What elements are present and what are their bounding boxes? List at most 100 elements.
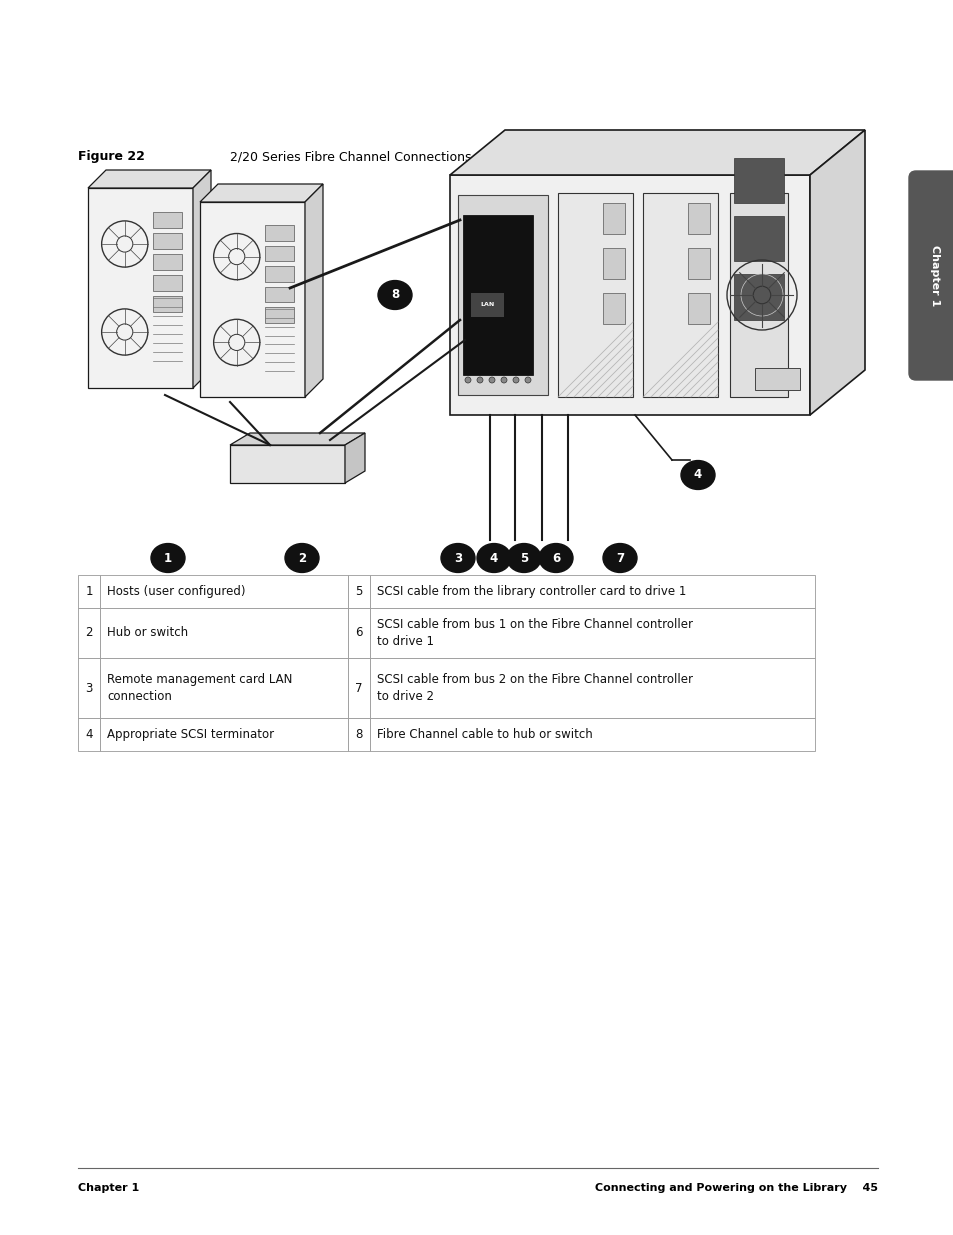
- Bar: [687, 248, 710, 279]
- Bar: [265, 287, 294, 303]
- Bar: [729, 193, 787, 396]
- Bar: [642, 193, 718, 396]
- Bar: [78, 658, 100, 718]
- Text: Connecting and Powering on the Library    45: Connecting and Powering on the Library 4…: [595, 1183, 877, 1193]
- Text: 3: 3: [85, 682, 92, 694]
- Ellipse shape: [680, 461, 714, 489]
- Circle shape: [513, 377, 518, 383]
- Text: 4: 4: [489, 552, 497, 564]
- Text: 6: 6: [551, 552, 559, 564]
- Text: 2: 2: [85, 626, 92, 640]
- Polygon shape: [305, 184, 323, 396]
- Text: LAN: LAN: [480, 303, 495, 308]
- Circle shape: [500, 377, 506, 383]
- Bar: [602, 204, 625, 233]
- Text: Chapter 1: Chapter 1: [929, 245, 939, 306]
- Bar: [370, 576, 814, 608]
- Bar: [754, 368, 800, 390]
- Polygon shape: [193, 170, 211, 388]
- Bar: [687, 204, 710, 233]
- Bar: [450, 175, 809, 415]
- Text: Hosts (user configured): Hosts (user configured): [107, 585, 245, 598]
- Polygon shape: [450, 130, 864, 175]
- Bar: [733, 216, 783, 262]
- Ellipse shape: [377, 280, 412, 310]
- Text: 7: 7: [355, 682, 362, 694]
- Circle shape: [524, 377, 531, 383]
- Polygon shape: [809, 130, 864, 415]
- Bar: [457, 195, 547, 395]
- Bar: [230, 445, 345, 483]
- Bar: [265, 308, 294, 322]
- Text: 8: 8: [355, 727, 362, 741]
- Text: 7: 7: [616, 552, 623, 564]
- Text: 8: 8: [391, 289, 398, 301]
- Text: SCSI cable from the library controller card to drive 1: SCSI cable from the library controller c…: [376, 585, 685, 598]
- Bar: [370, 658, 814, 718]
- Bar: [265, 267, 294, 282]
- Bar: [265, 246, 294, 262]
- Bar: [558, 193, 633, 396]
- Text: Hub or switch: Hub or switch: [107, 626, 188, 640]
- Ellipse shape: [602, 543, 637, 573]
- Text: 5: 5: [519, 552, 528, 564]
- Bar: [733, 274, 783, 320]
- Text: 1: 1: [85, 585, 92, 598]
- Text: 6: 6: [355, 626, 362, 640]
- Bar: [602, 248, 625, 279]
- Bar: [733, 158, 783, 203]
- Bar: [265, 226, 294, 241]
- Bar: [348, 576, 370, 608]
- Bar: [602, 293, 625, 324]
- Bar: [78, 608, 100, 658]
- FancyBboxPatch shape: [908, 170, 953, 380]
- Polygon shape: [230, 433, 365, 445]
- Bar: [100, 608, 348, 658]
- Text: 2/20 Series Fibre Channel Connections: 2/20 Series Fibre Channel Connections: [230, 149, 471, 163]
- Bar: [462, 215, 533, 375]
- Ellipse shape: [538, 543, 573, 573]
- Circle shape: [464, 377, 471, 383]
- Ellipse shape: [285, 543, 318, 573]
- Bar: [370, 718, 814, 751]
- Bar: [152, 275, 182, 291]
- Bar: [348, 718, 370, 751]
- Text: Appropriate SCSI terminator: Appropriate SCSI terminator: [107, 727, 274, 741]
- Text: 4: 4: [85, 727, 92, 741]
- Bar: [100, 718, 348, 751]
- Text: Figure 22: Figure 22: [78, 149, 145, 163]
- Bar: [152, 233, 182, 249]
- Polygon shape: [345, 433, 365, 483]
- Text: Chapter 1: Chapter 1: [78, 1183, 139, 1193]
- Polygon shape: [88, 170, 211, 188]
- Bar: [687, 293, 710, 324]
- Polygon shape: [200, 184, 323, 203]
- Text: Remote management card LAN
connection: Remote management card LAN connection: [107, 673, 292, 703]
- Bar: [348, 608, 370, 658]
- Ellipse shape: [476, 543, 511, 573]
- Ellipse shape: [440, 543, 475, 573]
- Bar: [200, 203, 305, 396]
- Text: 5: 5: [355, 585, 362, 598]
- Text: 1: 1: [164, 552, 172, 564]
- Circle shape: [476, 377, 482, 383]
- Bar: [370, 608, 814, 658]
- Text: SCSI cable from bus 2 on the Fibre Channel controller
to drive 2: SCSI cable from bus 2 on the Fibre Chann…: [376, 673, 692, 703]
- Bar: [348, 658, 370, 718]
- Bar: [152, 254, 182, 270]
- Bar: [152, 296, 182, 312]
- Text: Fibre Channel cable to hub or switch: Fibre Channel cable to hub or switch: [376, 727, 592, 741]
- Text: 3: 3: [454, 552, 461, 564]
- Text: 2: 2: [297, 552, 306, 564]
- Bar: [78, 576, 100, 608]
- Bar: [78, 718, 100, 751]
- Bar: [100, 576, 348, 608]
- Bar: [100, 658, 348, 718]
- Ellipse shape: [151, 543, 185, 573]
- Bar: [152, 212, 182, 228]
- Bar: [88, 188, 193, 388]
- Text: 4: 4: [693, 468, 701, 482]
- Circle shape: [489, 377, 495, 383]
- Ellipse shape: [506, 543, 540, 573]
- Text: SCSI cable from bus 1 on the Fibre Channel controller
to drive 1: SCSI cable from bus 1 on the Fibre Chann…: [376, 619, 692, 647]
